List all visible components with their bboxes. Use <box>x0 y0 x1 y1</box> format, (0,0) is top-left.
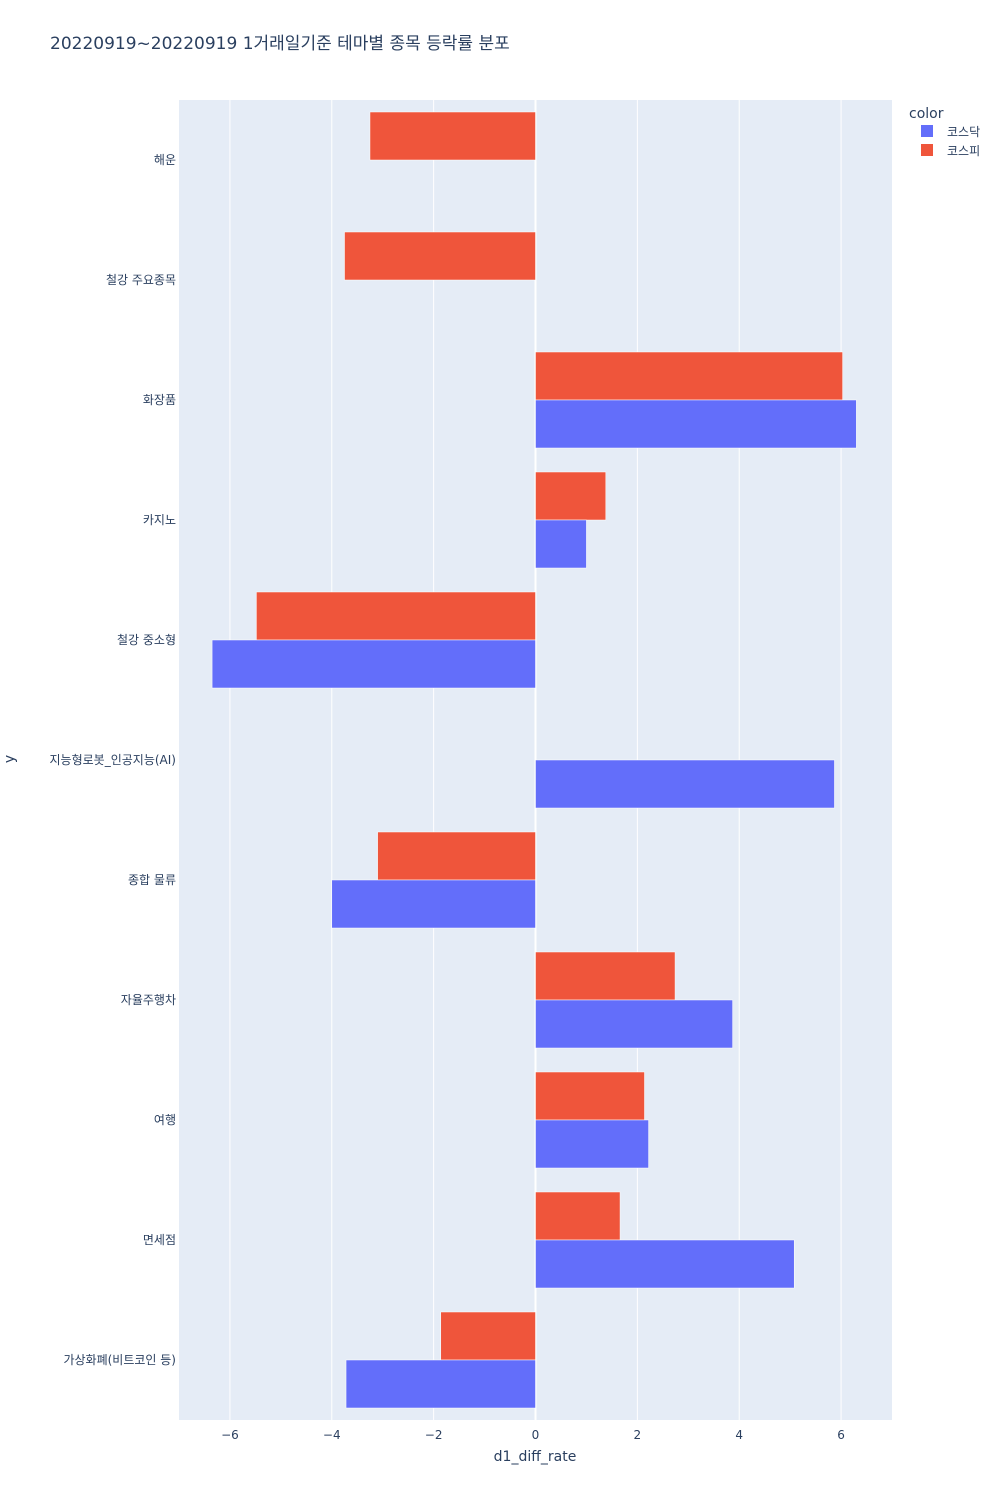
x-tick-label: −4 <box>323 1428 341 1442</box>
bar-kospi <box>535 1191 621 1241</box>
bar-kosdaq <box>345 1359 536 1409</box>
legend-label: 코스닥 <box>947 125 980 139</box>
bar-kospi <box>369 111 536 161</box>
x-tick-label: 4 <box>735 1428 743 1442</box>
bar-kosdaq <box>535 1119 649 1169</box>
bar-kospi <box>535 1071 645 1121</box>
bar-kospi <box>344 231 536 281</box>
x-tick-label: 0 <box>532 1428 540 1442</box>
bar-kospi <box>535 951 676 1001</box>
y-tick-label: 철강 중소형 <box>117 633 176 647</box>
bar-kosdaq <box>535 999 733 1049</box>
bar-kospi <box>377 831 536 881</box>
y-tick-label: 지능형로봇_인공지능(AI) <box>50 753 176 767</box>
bar-kospi <box>440 1311 536 1361</box>
bar-kosdaq <box>535 519 587 569</box>
chart-title: 20220919~20220919 1거래일기준 테마별 종목 등락률 분포 <box>50 34 510 54</box>
y-tick-label: 철강 주요종목 <box>106 273 176 287</box>
bar-kosdaq <box>331 879 536 929</box>
y-tick-label: 종합 물류 <box>128 873 176 887</box>
legend-swatch <box>921 144 933 156</box>
x-tick-label: 6 <box>837 1428 845 1442</box>
bar-kosdaq <box>535 759 835 809</box>
y-tick-label: 면세점 <box>143 1233 176 1247</box>
x-tick-label: −2 <box>425 1428 443 1442</box>
x-tick-label: 2 <box>634 1428 642 1442</box>
bar-kosdaq <box>535 1239 795 1289</box>
y-tick-label: 자율주행차 <box>121 992 176 1007</box>
y-tick-label: 여행 <box>154 1112 176 1127</box>
x-axis-title: d1_diff_rate <box>494 1449 577 1465</box>
bar-kospi <box>535 351 843 401</box>
y-axis-title: y <box>2 755 18 763</box>
x-tick-labels: −6 −4 −2 0 2 4 6 <box>221 1428 845 1442</box>
y-tick-label: 가상화폐(비트코인 등) <box>63 1353 176 1367</box>
y-tick-label: 해운 <box>154 153 176 167</box>
bars <box>211 111 857 1409</box>
y-tick-label: 화장품 <box>143 393 176 407</box>
x-tick-label: −6 <box>221 1428 239 1442</box>
y-tick-label: 카지노 <box>143 513 176 527</box>
legend-title: color <box>909 106 944 122</box>
legend-swatch <box>921 125 933 137</box>
legend-label: 코스피 <box>947 144 980 158</box>
bar-kospi <box>535 471 607 521</box>
bar-kospi <box>256 591 536 641</box>
bar-kosdaq <box>211 639 536 689</box>
bar-kosdaq <box>535 399 857 449</box>
